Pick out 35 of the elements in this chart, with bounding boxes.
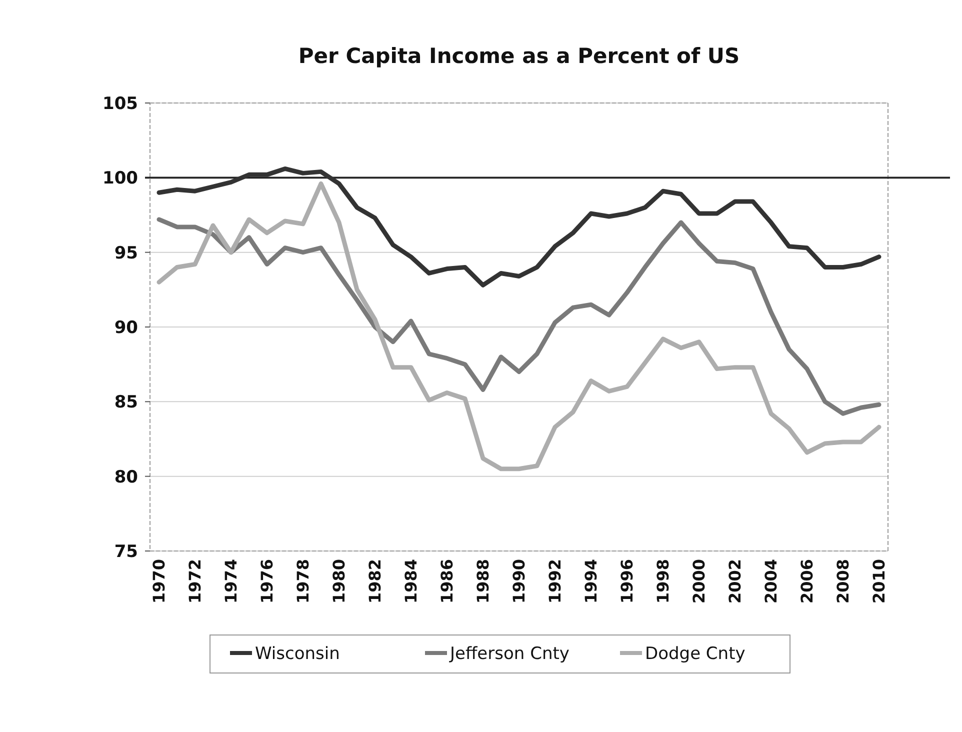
chart-title: Per Capita Income as a Percent of US [298,44,740,68]
legend-label: Wisconsin [255,644,340,664]
y-tick-label: 100 [102,168,138,189]
x-tick-label: 1984 [402,559,421,604]
x-tick-label: 1974 [222,559,241,604]
x-tick-label: 1982 [366,559,385,604]
legend-label: Jefferson Cnty [449,644,570,664]
x-tick-label: 2010 [870,559,889,604]
line-series [156,181,882,472]
x-tick-label: 2004 [762,559,781,604]
line-series [156,217,882,416]
x-tick-label: 1998 [654,559,673,604]
x-tick-label: 1990 [510,559,529,604]
x-tick-label: 1996 [618,559,637,604]
y-tick-label: 80 [114,467,138,488]
x-tick-label: 1970 [150,559,169,604]
y-tick-label: 75 [114,542,138,562]
x-tick-label: 2006 [798,559,817,604]
x-tick-label: 1980 [330,559,349,604]
y-tick-label: 90 [114,318,138,338]
line-series [156,166,882,288]
x-tick-label: 2008 [834,559,853,604]
x-tick-label: 2000 [690,559,709,604]
legend-label: Dodge Cnty [645,644,746,664]
x-tick-label: 1988 [474,559,493,604]
x-tick-label: 2002 [726,559,745,604]
x-tick-label: 1994 [582,559,601,604]
x-tick-label: 1976 [258,559,277,604]
y-tick-label: 95 [114,243,138,264]
x-tick-label: 1978 [294,559,313,604]
x-tick-label: 1972 [186,559,205,604]
y-tick-label: 85 [114,392,138,413]
x-tick-label: 1986 [438,559,457,604]
y-tick-label: 105 [102,94,138,114]
x-tick-label: 1992 [546,559,565,604]
